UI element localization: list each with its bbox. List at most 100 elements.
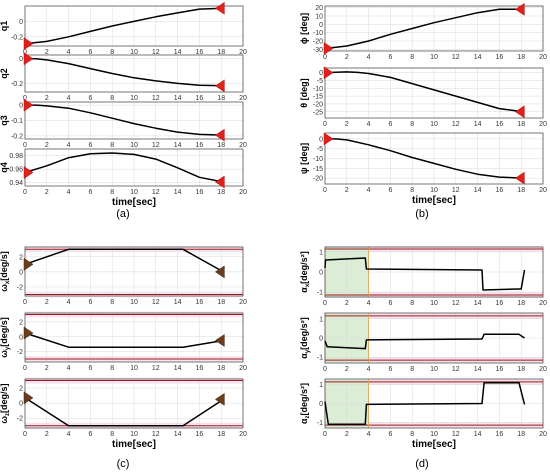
x-tick-label: 12 — [452, 54, 460, 61]
x-tick-label: 16 — [196, 95, 204, 102]
y-tick-label: 0 — [319, 270, 323, 277]
plot-frame — [24, 246, 244, 297]
x-tick-label: 20 — [539, 366, 547, 373]
x-tick-label: 20 — [239, 95, 247, 102]
y-tick-label: -1 — [317, 420, 323, 427]
x-tick-label: 0 — [23, 142, 27, 149]
x-tick-label: 6 — [88, 49, 92, 56]
x-tick-label: 14 — [174, 299, 182, 306]
x-tick-label: 0 — [323, 187, 327, 194]
x-tick-label: 2 — [45, 142, 49, 149]
y-axis-label: q2 — [0, 68, 9, 79]
y-axis-label: ψ [deg] — [299, 143, 309, 174]
x-tick-label: 14 — [474, 54, 482, 61]
x-tick-label: 20 — [539, 54, 547, 61]
y-tick-label: -2 — [17, 349, 23, 356]
x-tick-label: 12 — [452, 121, 460, 128]
x-tick-label: 16 — [196, 365, 204, 372]
y-tick-label: 0 — [319, 136, 323, 143]
endpoint-marker — [23, 52, 34, 66]
x-tick-label: 12 — [152, 142, 160, 149]
endpoint-marker — [23, 326, 34, 340]
endpoint-marker — [323, 66, 334, 80]
x-tick-label: 10 — [130, 431, 138, 438]
plot-frame — [324, 312, 544, 364]
y-tick-label: -10 — [313, 30, 323, 37]
x-tick-label: 12 — [152, 95, 160, 102]
endpoint-marker — [23, 257, 34, 271]
series-line — [24, 7, 224, 45]
series-line — [324, 382, 526, 425]
x-tick-label: 10 — [430, 121, 438, 128]
x-tick-label: 16 — [196, 431, 204, 438]
endpoint-marker — [214, 392, 225, 406]
endpoint-marker — [214, 265, 225, 279]
y-tick-label: 0 — [19, 56, 23, 63]
series-line — [24, 397, 224, 427]
x-tick-label: 18 — [517, 187, 525, 194]
x-tick-label: 10 — [130, 95, 138, 102]
x-tick-label: 12 — [152, 49, 160, 56]
x-tick-label: 16 — [196, 189, 204, 196]
x-tick-label: 2 — [345, 187, 349, 194]
y-tick-label: 0 — [19, 103, 23, 110]
caption-a: (a) — [116, 208, 129, 220]
x-tick-label: 8 — [410, 431, 414, 438]
x-axis-label: time[sec] — [412, 439, 456, 450]
x-tick-label: 20 — [539, 187, 547, 194]
series-line — [324, 333, 525, 350]
chart-2: 0 2 4 6 8 10 12 14 16 18 200-0.2q2 — [0, 52, 247, 102]
x-tick-label: 10 — [430, 187, 438, 194]
y-tick-label: 2 — [19, 386, 23, 393]
caption-b: (b) — [415, 208, 428, 220]
x-tick-label: 20 — [539, 300, 547, 307]
y-tick-label: 0 — [319, 70, 323, 77]
x-tick-label: 10 — [430, 54, 438, 61]
x-tick-label: 4 — [67, 365, 71, 372]
x-tick-label: 0 — [23, 95, 27, 102]
x-tick-label: 6 — [88, 95, 92, 102]
x-tick-label: 4 — [67, 95, 71, 102]
x-tick-label: 10 — [130, 299, 138, 306]
x-tick-label: 0 — [323, 300, 327, 307]
x-tick-label: 4 — [67, 299, 71, 306]
x-tick-label: 20 — [539, 121, 547, 128]
x-axis-label: time[sec] — [112, 197, 156, 208]
y-tick-label: 0 — [319, 336, 323, 343]
series-line — [24, 152, 224, 183]
x-tick-label: 12 — [452, 366, 460, 373]
x-tick-label: 14 — [474, 187, 482, 194]
x-tick-label: 16 — [496, 187, 504, 194]
y-tick-label: -0.2 — [11, 34, 23, 41]
y-tick-label: 1 — [319, 382, 323, 389]
x-tick-label: 0 — [23, 49, 27, 56]
series-line — [325, 138, 524, 179]
x-tick-label: 12 — [452, 431, 460, 438]
endpoint-marker — [323, 42, 334, 55]
series-line — [24, 332, 224, 348]
x-tick-label: 14 — [174, 142, 182, 149]
x-tick-label: 6 — [388, 431, 392, 438]
x-tick-label: 4 — [67, 431, 71, 438]
y-tick-label: 0.96 — [9, 167, 23, 174]
y-axis-label: ωy[deg/s] — [0, 317, 11, 357]
x-tick-label: 20 — [239, 299, 247, 306]
plot-frame — [24, 5, 244, 47]
x-tick-label: 4 — [67, 142, 71, 149]
x-tick-label: 6 — [388, 366, 392, 373]
endpoint-marker — [514, 2, 525, 16]
x-tick-label: 16 — [196, 299, 204, 306]
x-tick-label: 8 — [410, 121, 414, 128]
endpoint-marker — [23, 98, 34, 112]
y-tick-label: -15 — [313, 94, 323, 101]
y-tick-label: 0 — [319, 401, 323, 408]
endpoint-marker — [23, 37, 34, 51]
x-tick-label: 18 — [517, 431, 525, 438]
plot-frame — [24, 378, 244, 429]
series-line — [324, 8, 524, 50]
y-tick-label: -5 — [317, 146, 323, 153]
x-tick-label: 16 — [496, 366, 504, 373]
y-axis-label: ωz[deg/s] — [0, 383, 11, 423]
